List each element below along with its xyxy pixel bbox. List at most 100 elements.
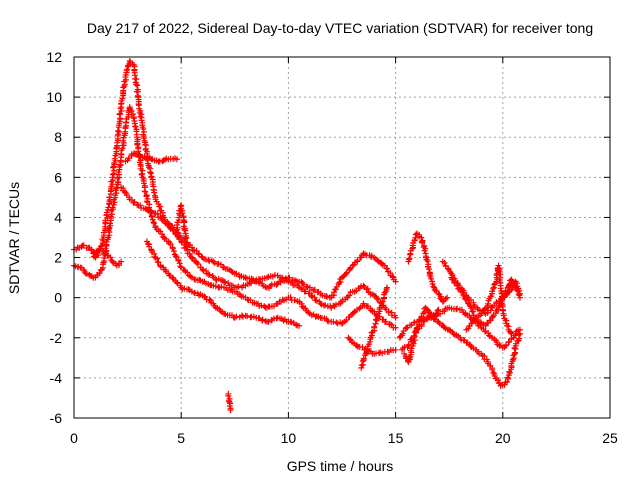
x-axis-label: GPS time / hours xyxy=(287,458,394,474)
series-trace-segment xyxy=(410,231,419,246)
series-trace-segment xyxy=(485,293,495,307)
series-trace-segment xyxy=(110,145,120,178)
data-point xyxy=(210,258,217,265)
series-trace-segment xyxy=(471,312,484,323)
series-layer xyxy=(71,58,523,413)
series-trace-segment xyxy=(118,76,129,107)
series-trace-segment xyxy=(383,306,398,319)
series-trace-segment xyxy=(106,177,116,208)
series-track-7 xyxy=(358,284,391,371)
series-trace-segment xyxy=(189,255,204,271)
series-trace-segment xyxy=(191,289,204,299)
series-trace-segment xyxy=(265,315,280,325)
series-trace-segment xyxy=(154,255,167,271)
series-trace-segment xyxy=(447,327,462,339)
series-trace-segment xyxy=(201,256,215,265)
series-trace-segment xyxy=(476,318,487,328)
series-trace-segment xyxy=(212,275,226,284)
data-point xyxy=(392,278,399,285)
data-point xyxy=(317,300,324,307)
y-tick-label: 12 xyxy=(46,49,62,65)
y-tick-label: 2 xyxy=(54,250,62,266)
series-trace-segment xyxy=(131,63,141,99)
data-point xyxy=(379,298,386,305)
x-tick-label: 25 xyxy=(602,430,618,446)
series-trace-segment xyxy=(497,285,506,310)
series-track-10 xyxy=(399,314,523,389)
data-point xyxy=(349,262,356,269)
series-trace-segment xyxy=(189,247,205,260)
series-trace-segment xyxy=(110,259,119,267)
series-trace-segment xyxy=(339,311,355,326)
data-point xyxy=(178,238,185,245)
y-axis-label: SDTVAR / TECUs xyxy=(6,182,22,294)
series-trace-segment xyxy=(466,297,478,310)
series-trace-segment xyxy=(255,315,269,324)
series-trace-segment xyxy=(513,331,523,347)
series-trace-segment xyxy=(513,327,522,335)
series-trace-segment xyxy=(116,260,123,269)
series-trace-segment xyxy=(233,288,247,300)
series-trace-segment xyxy=(508,344,519,367)
series-trace-segment xyxy=(145,240,158,260)
data-point xyxy=(360,282,367,289)
y-tick-label: -4 xyxy=(50,370,63,386)
series-trace-segment xyxy=(180,266,194,280)
series-trace-segment xyxy=(162,266,174,279)
series-trace-segment xyxy=(222,279,236,289)
series-trace-segment xyxy=(383,265,397,283)
series-track-11 xyxy=(401,304,442,365)
x-tick-label: 20 xyxy=(495,430,511,446)
series-trace-segment xyxy=(351,252,365,268)
ticks: 0 5 10 15 20 25 -6 -4 -2 0 2 4 6 8 10 12 xyxy=(46,49,618,446)
series-track-17 xyxy=(90,246,125,269)
series-trace-segment xyxy=(440,296,449,304)
series-trace-segment xyxy=(296,299,312,316)
series-track-3 xyxy=(122,150,180,165)
data-point xyxy=(173,156,180,163)
series-trace-segment xyxy=(449,276,462,292)
series-trace-segment xyxy=(127,106,137,118)
series-trace-segment xyxy=(141,153,153,162)
data-point xyxy=(296,322,303,329)
series-trace-segment xyxy=(162,235,174,248)
series-trace-segment xyxy=(361,251,375,261)
x-tick-label: 0 xyxy=(70,430,78,446)
series-trace-segment xyxy=(130,115,141,148)
series-trace-segment xyxy=(170,276,184,289)
series-trace-segment xyxy=(424,306,433,316)
series-trace-segment xyxy=(426,272,437,290)
series-trace-segment xyxy=(431,287,440,295)
series-track-4 xyxy=(118,184,399,321)
series-trace-segment xyxy=(105,206,116,239)
data-point xyxy=(126,58,133,65)
series-trace-segment xyxy=(489,280,499,295)
series-trace-segment xyxy=(318,301,334,310)
series-trace-segment xyxy=(308,292,323,305)
series-trace-segment xyxy=(406,345,415,363)
series-trace-segment xyxy=(432,307,441,320)
x-tick-label: 10 xyxy=(281,430,297,446)
series-trace-segment xyxy=(179,285,193,294)
series-trace-segment xyxy=(135,96,146,129)
series-trace-segment xyxy=(225,392,233,404)
series-trace-segment xyxy=(153,226,166,240)
data-point xyxy=(392,314,399,321)
series-trace-segment xyxy=(309,286,322,296)
series-trace-segment xyxy=(200,267,216,279)
data-point xyxy=(90,250,97,257)
series-trace-segment xyxy=(154,211,166,224)
series-trace-segment xyxy=(169,245,184,270)
series-trace-segment xyxy=(201,293,215,306)
y-tick-label: 0 xyxy=(54,290,62,306)
data-point xyxy=(392,346,399,353)
series-trace-segment xyxy=(114,157,124,188)
plot-frame xyxy=(73,56,611,419)
y-tick-label: -2 xyxy=(50,330,63,346)
series-trace-segment xyxy=(418,237,429,254)
series-trace-segment xyxy=(363,341,372,356)
data-point xyxy=(516,294,523,301)
series-trace-segment xyxy=(458,336,473,348)
series-trace-segment xyxy=(491,335,504,349)
